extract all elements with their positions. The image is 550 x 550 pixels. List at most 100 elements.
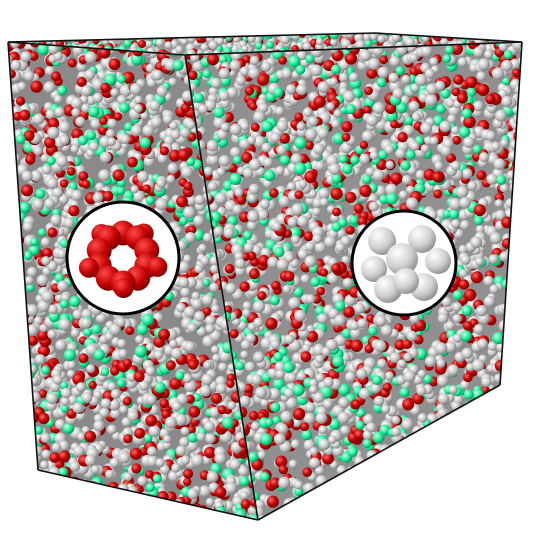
particle [502, 394, 514, 406]
particle [198, 22, 208, 32]
particle [47, 329, 57, 340]
particle [201, 373, 213, 386]
particle [517, 411, 522, 422]
particle [328, 488, 340, 500]
particle [84, 494, 96, 507]
particle [8, 109, 12, 120]
particle [150, 116, 163, 128]
particle [155, 38, 165, 47]
particle [19, 395, 30, 406]
particle [429, 57, 439, 66]
particle [520, 95, 522, 108]
particle [506, 411, 517, 423]
particle [183, 468, 194, 479]
particle [44, 480, 54, 489]
particle [205, 324, 215, 334]
particle [8, 469, 13, 480]
particle [505, 33, 515, 34]
particle [53, 95, 63, 104]
particle [8, 93, 12, 107]
particle [56, 248, 67, 259]
particle [8, 266, 19, 279]
particle [8, 101, 10, 111]
particle [8, 109, 14, 122]
particle [8, 86, 11, 98]
particle [16, 490, 29, 503]
particle [8, 471, 13, 484]
particle [18, 201, 31, 214]
particle [320, 33, 328, 39]
particle [155, 197, 168, 211]
particle [212, 33, 221, 37]
particle [519, 284, 522, 294]
particle [509, 25, 521, 37]
particle [254, 519, 258, 520]
particle [350, 478, 361, 489]
particle [0, 332, 5, 342]
particle [26, 283, 35, 293]
particle [137, 519, 147, 520]
particle [291, 505, 302, 516]
particle [521, 291, 522, 303]
particle [8, 136, 13, 149]
particle [175, 302, 186, 313]
particle [464, 33, 473, 39]
particle [175, 445, 187, 457]
particle [158, 328, 171, 341]
particle [292, 418, 302, 428]
particle [163, 23, 172, 32]
particle [494, 512, 504, 520]
particle [26, 474, 37, 485]
particle [52, 375, 63, 385]
particle [133, 495, 144, 506]
particle [345, 33, 354, 34]
particle [242, 301, 252, 311]
particle [179, 21, 188, 30]
particle [8, 168, 13, 180]
particle [481, 509, 493, 520]
particle [333, 510, 344, 520]
particle [8, 123, 10, 135]
particle [129, 82, 142, 96]
particle [325, 21, 335, 31]
particle [13, 448, 23, 458]
particle [8, 474, 15, 487]
particle [165, 360, 176, 371]
particle [8, 174, 15, 186]
particle [324, 33, 332, 35]
particle [334, 334, 347, 347]
particle [54, 106, 65, 118]
particle [57, 280, 69, 292]
particle [46, 392, 58, 405]
particle [231, 22, 241, 32]
particle [41, 33, 50, 41]
particle [181, 166, 194, 179]
particle [241, 23, 251, 33]
particle [20, 383, 33, 395]
particle [76, 382, 86, 392]
particle [517, 491, 522, 502]
particle [128, 503, 138, 513]
particle [208, 40, 219, 51]
particle [8, 154, 10, 167]
particle [8, 181, 14, 191]
particle [10, 513, 21, 520]
particle [506, 351, 519, 364]
particle [162, 114, 173, 125]
particle [8, 33, 16, 39]
particle [134, 95, 143, 105]
particle [107, 118, 117, 129]
particle [290, 439, 301, 449]
particle [506, 476, 516, 486]
particle [9, 231, 22, 244]
particle [494, 33, 505, 41]
particle [100, 398, 112, 409]
particle [0, 46, 6, 55]
particle [9, 232, 19, 242]
particle [302, 42, 312, 51]
particle [456, 503, 470, 516]
particle [136, 516, 148, 520]
particle [327, 492, 337, 501]
particle [521, 173, 522, 183]
particle [341, 22, 351, 32]
